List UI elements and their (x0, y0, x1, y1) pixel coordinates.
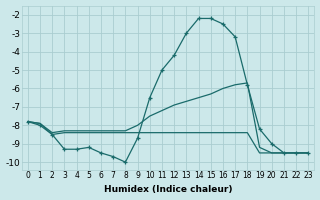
X-axis label: Humidex (Indice chaleur): Humidex (Indice chaleur) (104, 185, 232, 194)
